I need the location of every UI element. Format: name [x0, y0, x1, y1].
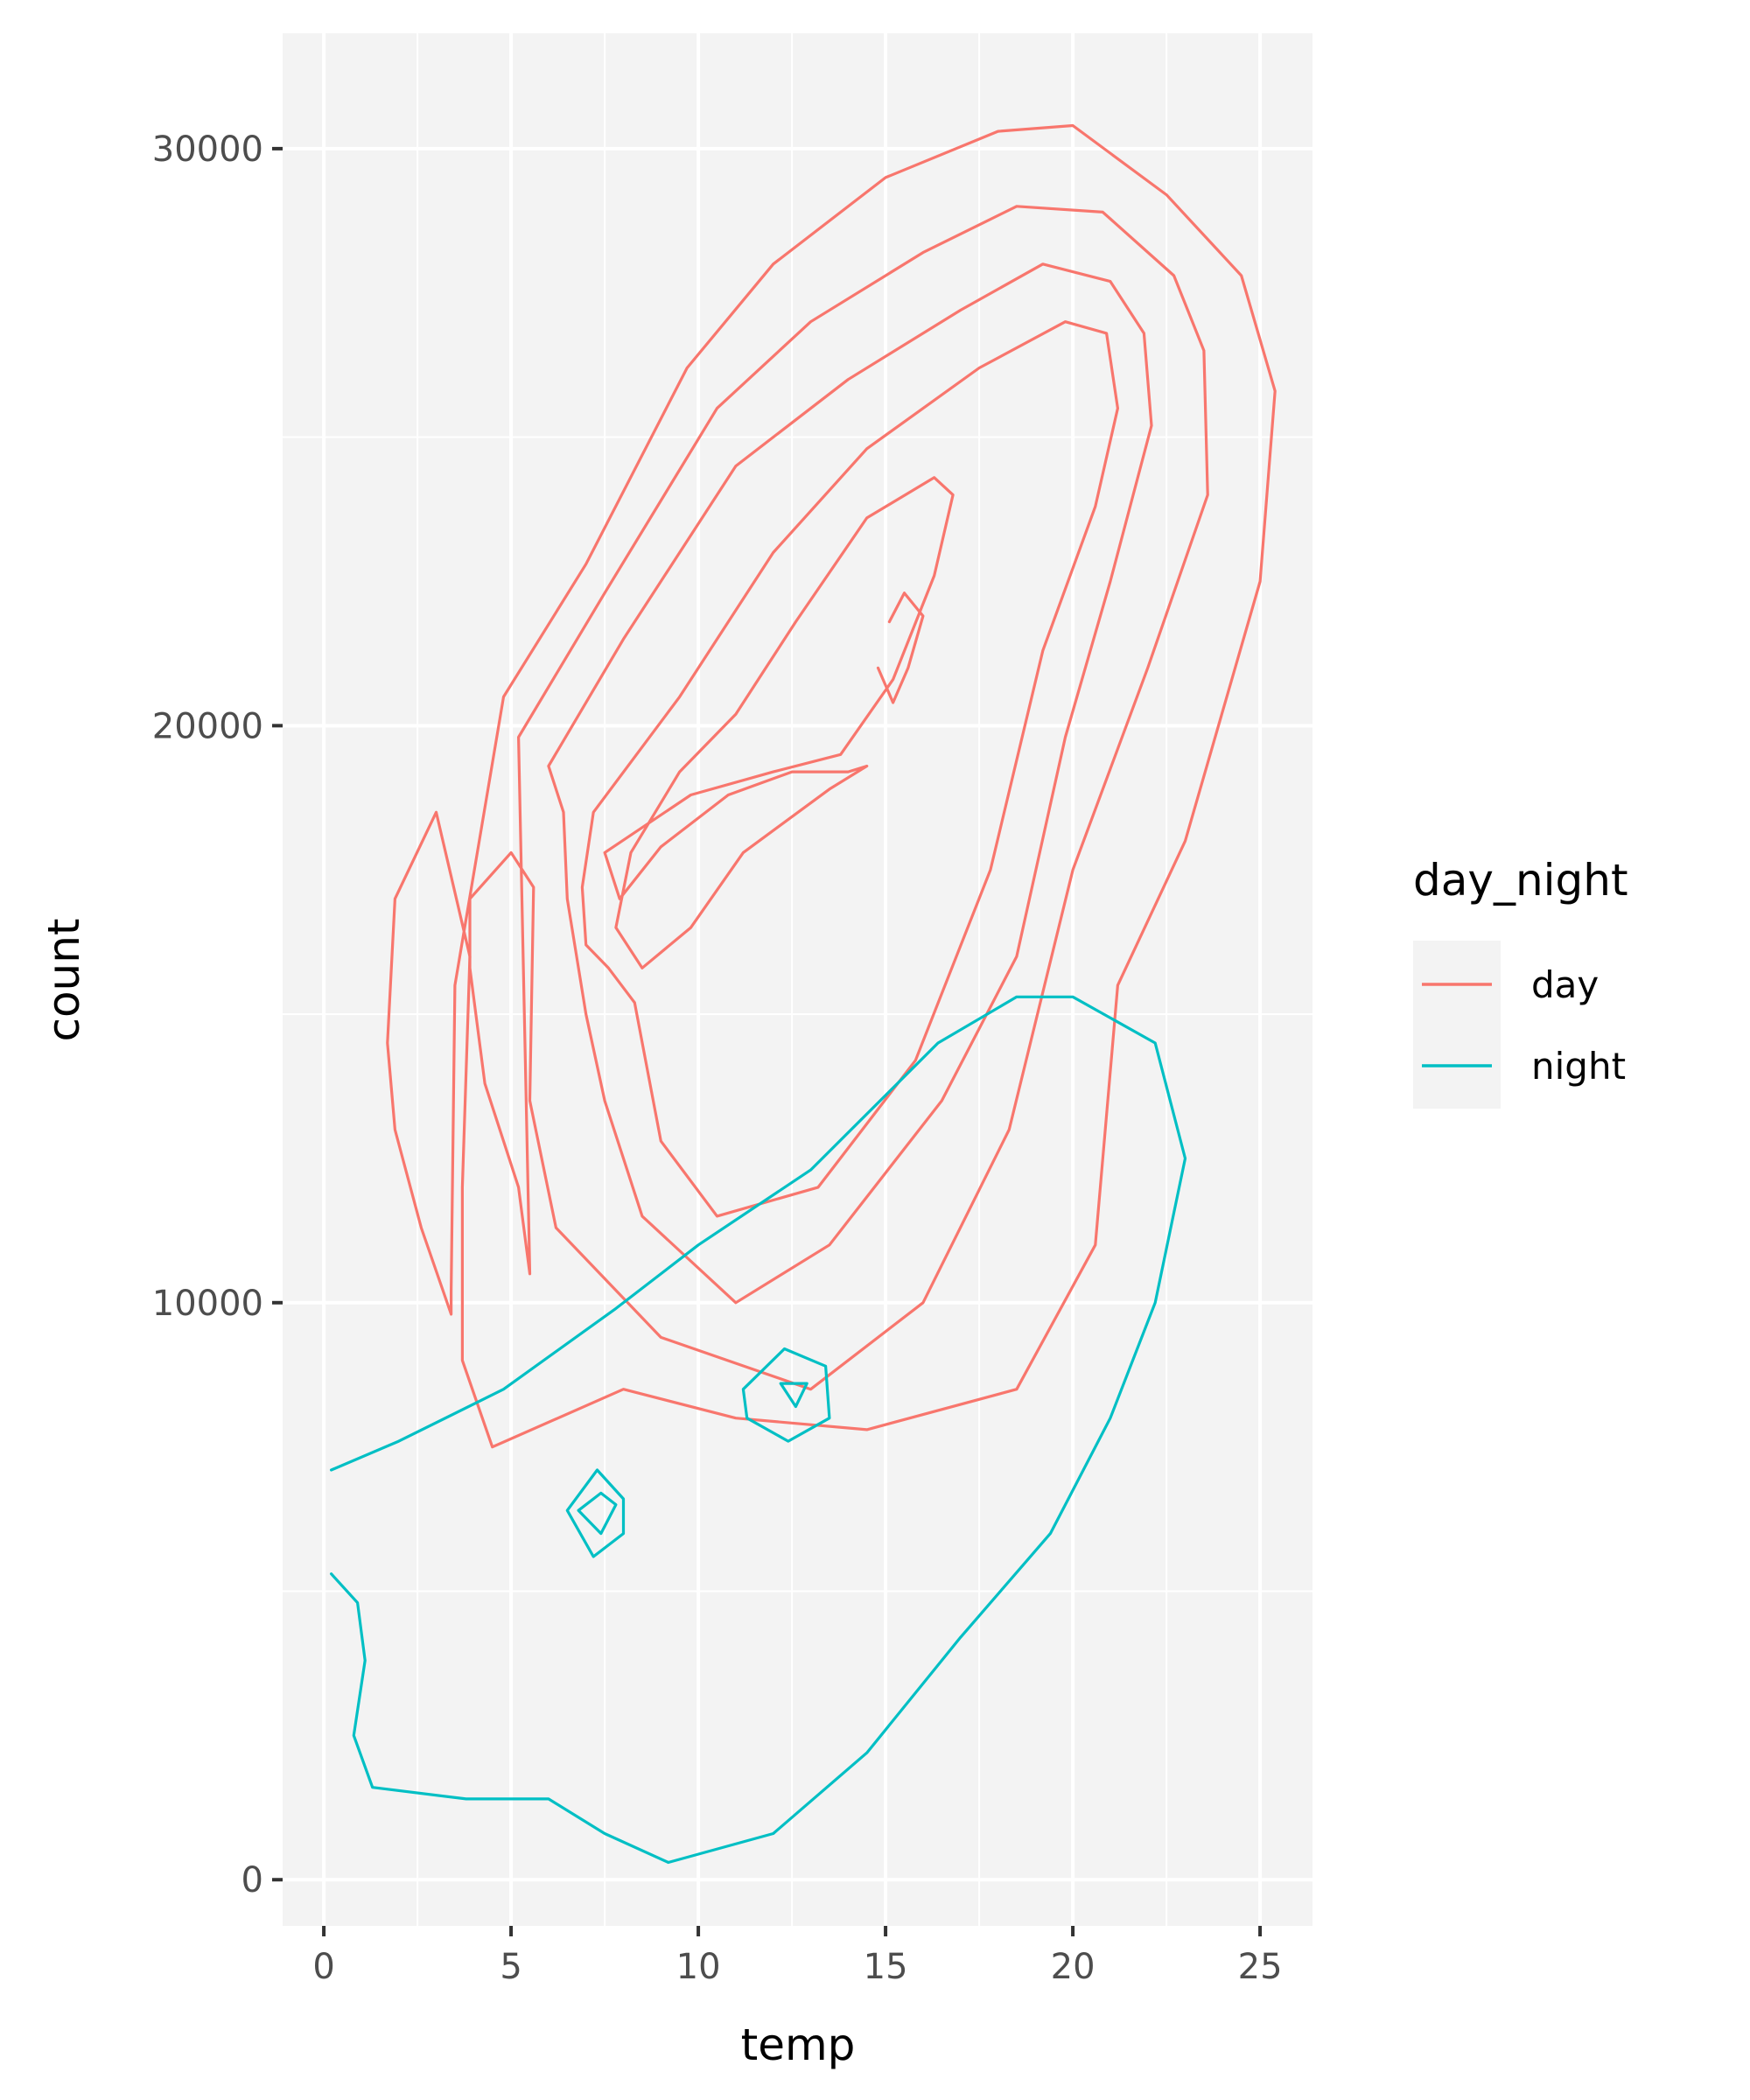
contour-night — [779, 1382, 808, 1409]
y-axis: 0 10000 20000 30000 — [152, 130, 283, 1900]
contour-night — [741, 1347, 831, 1443]
contour-day — [876, 592, 925, 704]
y-tick-label: 0 — [242, 1860, 263, 1900]
grid-minor — [283, 33, 1312, 1926]
y-tick-label: 20000 — [152, 706, 263, 746]
x-tick-label: 10 — [676, 1947, 721, 1987]
contour-night — [565, 1468, 626, 1558]
x-axis: 0 5 10 15 20 25 — [312, 1926, 1283, 1987]
x-tick-label: 0 — [312, 1947, 334, 1987]
plot-panel — [283, 33, 1312, 1926]
contour-day — [603, 476, 955, 970]
y-tick-label: 30000 — [152, 130, 263, 170]
contour-day — [547, 262, 1153, 1305]
y-tick-label: 10000 — [152, 1284, 263, 1324]
legend: day_night day night — [1413, 855, 1628, 1109]
contour-day — [386, 123, 1277, 1449]
legend-label-night: night — [1531, 1045, 1626, 1088]
legend-key-background — [1413, 941, 1501, 1109]
x-tick-label: 15 — [864, 1947, 908, 1987]
x-axis-title: temp — [741, 2020, 856, 2070]
legend-label-day: day — [1531, 963, 1599, 1006]
contour-day — [580, 320, 1119, 1218]
contour-night — [330, 995, 1187, 1865]
x-tick-label: 5 — [500, 1947, 522, 1987]
x-tick-label: 25 — [1238, 1947, 1283, 1987]
legend-title: day_night — [1413, 855, 1628, 906]
contour-night — [577, 1491, 618, 1536]
y-axis-title: count — [38, 918, 89, 1041]
x-tick-label: 20 — [1051, 1947, 1096, 1987]
contour-day — [468, 205, 1209, 1391]
grid-major — [283, 33, 1312, 1926]
contour-lines — [330, 123, 1277, 1865]
